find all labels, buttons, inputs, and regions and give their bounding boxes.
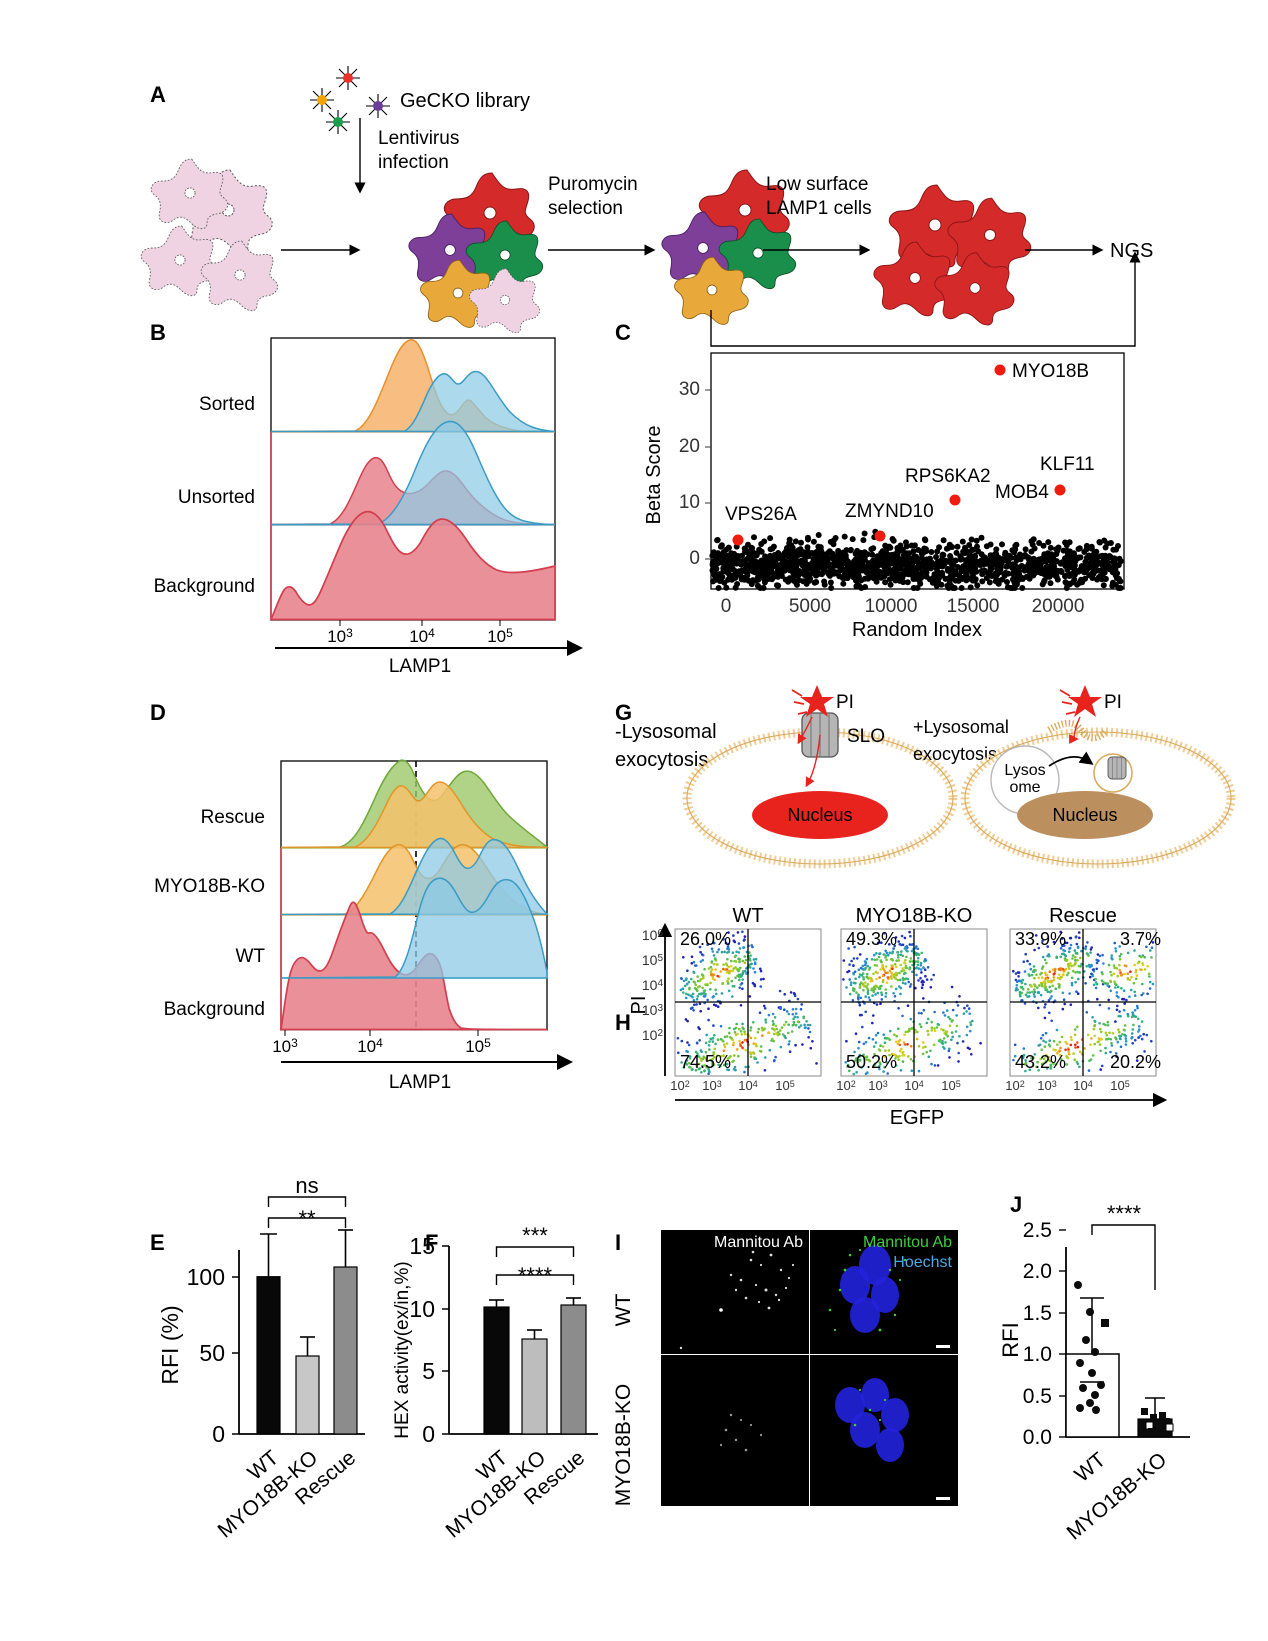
svg-text:2.0: 2.0 [1023,1260,1052,1283]
svg-text:2.5: 2.5 [1023,1219,1052,1242]
svg-text:WT: WT [1070,1448,1110,1487]
svg-text:RFI: RFI [998,1322,1023,1357]
svg-text:****: **** [1107,1201,1142,1226]
svg-text:1.0: 1.0 [1023,1343,1052,1366]
svg-text:1.5: 1.5 [1023,1302,1052,1325]
svg-text:0.0: 0.0 [1023,1426,1052,1449]
svg-text:0.5: 0.5 [1023,1385,1052,1408]
